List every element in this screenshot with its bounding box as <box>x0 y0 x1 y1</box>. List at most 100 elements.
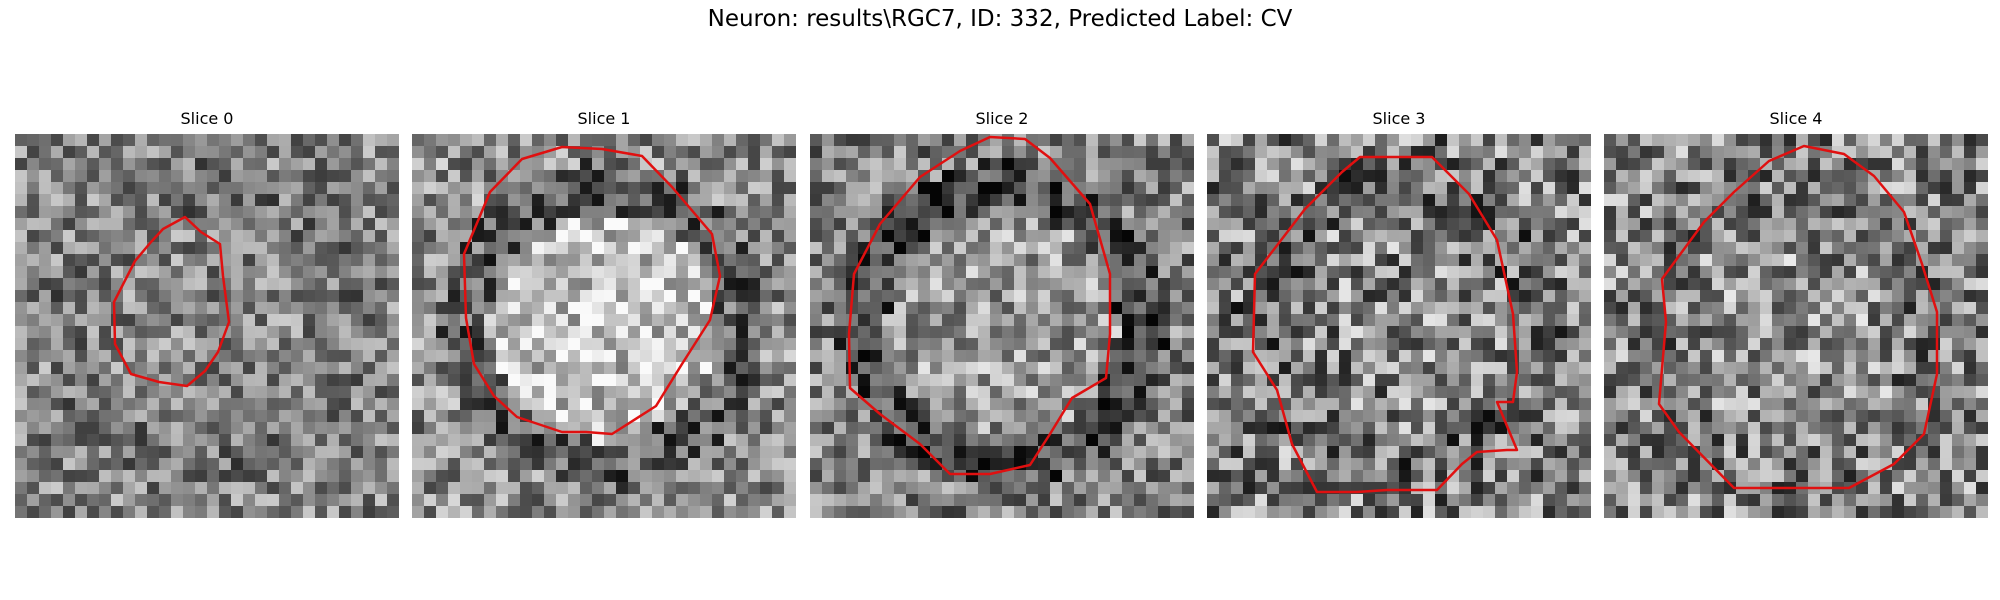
pixel <box>712 158 724 170</box>
pixel <box>954 446 966 458</box>
pixel <box>1868 242 1880 254</box>
pixel <box>351 386 363 398</box>
pixel <box>532 494 544 506</box>
pixel <box>1387 374 1399 386</box>
pixel <box>1086 362 1098 374</box>
pixel <box>724 314 736 326</box>
pixel <box>1519 434 1531 446</box>
pixel <box>123 326 135 338</box>
pixel <box>1519 338 1531 350</box>
pixel <box>1207 374 1219 386</box>
pixel <box>1219 338 1231 350</box>
pixel <box>1736 266 1748 278</box>
pixel <box>315 338 327 350</box>
pixel <box>736 338 748 350</box>
pixel <box>1640 206 1652 218</box>
pixel <box>580 194 592 206</box>
pixel <box>363 158 375 170</box>
pixel <box>195 134 207 146</box>
pixel <box>1014 158 1026 170</box>
pixel <box>1519 290 1531 302</box>
pixel <box>1712 290 1724 302</box>
pixel <box>592 170 604 182</box>
pixel <box>930 410 942 422</box>
pixel <box>375 494 387 506</box>
pixel <box>1182 218 1194 230</box>
pixel <box>1628 362 1640 374</box>
pixel <box>195 458 207 470</box>
pixel <box>327 458 339 470</box>
pixel <box>1231 218 1243 230</box>
pixel <box>1026 242 1038 254</box>
pixel <box>604 290 616 302</box>
pixel <box>1880 230 1892 242</box>
pixel <box>1459 230 1471 242</box>
pixel <box>147 182 159 194</box>
pixel <box>1207 194 1219 206</box>
pixel <box>303 470 315 482</box>
pixel <box>894 158 906 170</box>
pixel <box>1640 146 1652 158</box>
pixel <box>1880 134 1892 146</box>
pixel <box>135 218 147 230</box>
pixel <box>810 338 822 350</box>
pixel <box>1327 458 1339 470</box>
pixel <box>75 482 87 494</box>
pixel <box>1002 494 1014 506</box>
pixel <box>412 146 424 158</box>
pixel <box>1074 374 1086 386</box>
pixel <box>1050 374 1062 386</box>
pixel <box>1423 254 1435 266</box>
pixel <box>1447 206 1459 218</box>
pixel <box>1038 278 1050 290</box>
pixel <box>894 410 906 422</box>
pixel <box>63 230 75 242</box>
pixel <box>1207 206 1219 218</box>
pixel <box>1736 326 1748 338</box>
pixel <box>1604 386 1616 398</box>
pixel <box>303 218 315 230</box>
pixel <box>1182 422 1194 434</box>
pixel <box>1628 290 1640 302</box>
pixel <box>628 398 640 410</box>
pixel <box>1158 458 1170 470</box>
pixel <box>99 410 111 422</box>
pixel <box>1158 410 1170 422</box>
pixel <box>1435 206 1447 218</box>
pixel <box>1255 278 1267 290</box>
pixel <box>87 446 99 458</box>
pixel <box>1170 254 1182 266</box>
pixel <box>1255 386 1267 398</box>
pixel <box>63 446 75 458</box>
pixel <box>1471 278 1483 290</box>
cell-contour-2 <box>847 135 1112 476</box>
pixel <box>1062 206 1074 218</box>
pixel <box>1219 242 1231 254</box>
pixel <box>870 494 882 506</box>
pixel <box>1086 506 1098 518</box>
pixel <box>1808 434 1820 446</box>
pixel <box>351 170 363 182</box>
pixel <box>123 374 135 386</box>
pixel <box>1110 410 1122 422</box>
pixel <box>460 158 472 170</box>
pixel <box>894 362 906 374</box>
pixel <box>810 350 822 362</box>
pixel <box>772 482 784 494</box>
pixel <box>1315 326 1327 338</box>
pixel <box>1231 302 1243 314</box>
pixel <box>810 218 822 230</box>
pixel <box>1772 398 1784 410</box>
pixel <box>1315 206 1327 218</box>
pixel <box>1784 422 1796 434</box>
pixel <box>1964 206 1976 218</box>
pixel <box>1880 206 1892 218</box>
pixel <box>1832 194 1844 206</box>
pixel <box>303 206 315 218</box>
pixel <box>1712 398 1724 410</box>
pixel <box>448 230 460 242</box>
pixel <box>1604 194 1616 206</box>
pixel <box>472 434 484 446</box>
pixel <box>1435 410 1447 422</box>
pixel <box>1604 134 1616 146</box>
